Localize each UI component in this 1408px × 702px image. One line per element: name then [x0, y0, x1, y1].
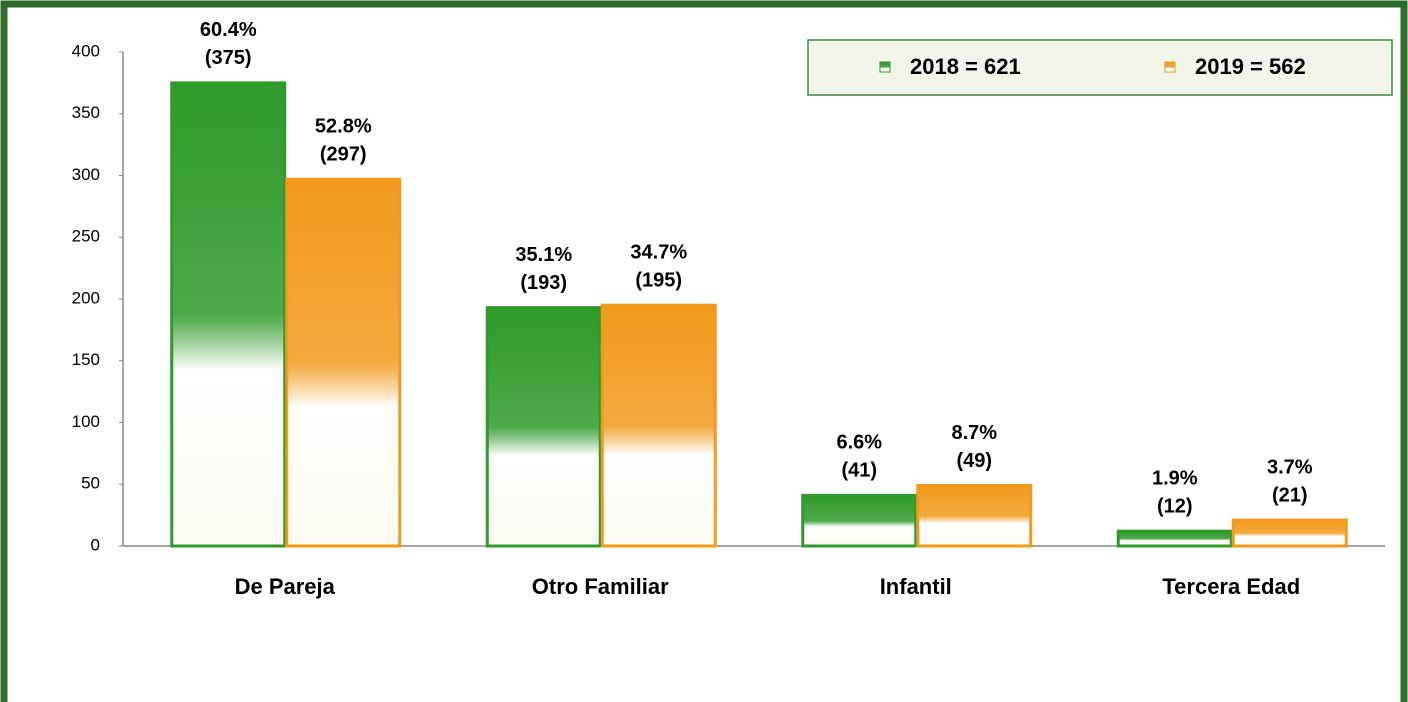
y-tick-label: 200 [72, 288, 100, 307]
legend-marker [879, 61, 891, 73]
bar [285, 177, 402, 548]
value-label: (41) [841, 460, 877, 482]
value-label: (12) [1157, 495, 1193, 517]
value-label: (195) [635, 269, 682, 291]
legend-label: 2019 = 562 [1195, 54, 1306, 79]
share-label: 52.8% [315, 115, 372, 137]
legend-label: 2018 = 621 [910, 54, 1021, 79]
y-tick-label: 250 [72, 227, 100, 246]
bar [801, 493, 918, 548]
value-label: (49) [956, 450, 992, 472]
share-label: 8.7% [951, 422, 997, 444]
bar [170, 81, 287, 548]
value-label: (193) [520, 272, 567, 294]
share-label: 60.4% [200, 19, 257, 41]
x-tick-label: De Pareja [235, 574, 336, 599]
bar [600, 303, 717, 548]
value-label: (21) [1272, 484, 1308, 506]
y-tick-label: 300 [72, 165, 100, 184]
bar [1231, 518, 1348, 548]
bar [916, 483, 1033, 548]
x-tick-label: Infantil [880, 574, 952, 599]
share-label: 34.7% [630, 241, 687, 263]
bar [485, 306, 602, 548]
legend-marker [1164, 61, 1176, 73]
value-label: (297) [320, 143, 367, 165]
y-tick-label: 400 [72, 41, 100, 60]
legend [807, 39, 1393, 96]
y-tick-label: 350 [72, 103, 100, 122]
share-label: 35.1% [515, 244, 572, 266]
y-tick-label: 0 [91, 535, 100, 554]
x-tick-label: Otro Familiar [532, 574, 669, 599]
y-tick-label: 50 [81, 474, 100, 493]
share-label: 6.6% [836, 432, 882, 454]
y-tick-label: 100 [72, 412, 100, 431]
x-tick-label: Tercera Edad [1162, 574, 1300, 599]
bar [1116, 529, 1233, 548]
share-label: 3.7% [1267, 456, 1313, 478]
y-tick-label: 150 [72, 350, 100, 369]
value-label: (375) [205, 47, 252, 69]
share-label: 1.9% [1152, 467, 1198, 489]
